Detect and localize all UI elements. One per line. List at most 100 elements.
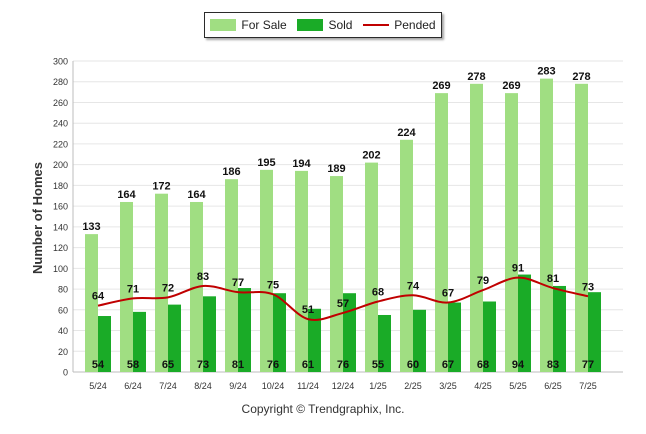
sold-data-label: 67 <box>442 359 454 371</box>
y-tick-label: 20 <box>58 347 68 357</box>
sold-data-label: 58 <box>127 359 139 371</box>
for-sale-data-label: 194 <box>292 158 311 170</box>
y-tick-label: 180 <box>53 181 68 191</box>
y-tick-label: 200 <box>53 160 68 170</box>
pended-data-label: 64 <box>92 291 105 303</box>
sold-bar <box>238 288 251 372</box>
sold-bar <box>588 292 601 372</box>
sold-bar <box>98 316 111 372</box>
for-sale-bar <box>225 179 238 372</box>
pended-data-label: 83 <box>197 271 209 283</box>
pended-data-label: 57 <box>337 298 349 310</box>
pended-data-label: 79 <box>477 275 489 287</box>
sold-data-label: 54 <box>92 359 105 371</box>
y-axis-ticks: 0 20 40 60 80 100 120 140 160 180 200 220 240 260 280 3… <box>53 57 68 378</box>
for-sale-data-label: 164 <box>187 189 206 201</box>
for-sale-bar <box>505 93 518 373</box>
y-tick-label: 40 <box>58 326 68 336</box>
for-sale-data-label: 133 <box>82 221 100 233</box>
for-sale-bar <box>295 170 308 372</box>
y-tick-label: 280 <box>53 77 68 87</box>
y-tick-label: 220 <box>53 139 68 149</box>
sold-bar <box>448 302 461 372</box>
pended-data-label: 81 <box>547 273 559 285</box>
pended-series-line <box>97 276 589 321</box>
sold-data-label: 73 <box>197 359 209 371</box>
pended-data-label: 75 <box>267 279 279 291</box>
y-tick-label: 240 <box>53 119 68 129</box>
sold-bar <box>378 314 391 372</box>
y-tick-label: 120 <box>53 243 68 253</box>
for-sale-bar <box>575 83 588 372</box>
sold-bar <box>553 285 566 372</box>
legend-item-pended[interactable]: Pended <box>363 18 436 32</box>
sold-bar <box>168 304 181 372</box>
for-sale-data-label: 278 <box>572 71 590 83</box>
y-tick-label: 80 <box>58 285 68 295</box>
for-sale-data-label: 269 <box>502 80 520 92</box>
pended-data-label: 51 <box>302 304 314 316</box>
for-sale-data-label: 202 <box>362 150 380 162</box>
for-sale-data-label: 224 <box>397 127 416 139</box>
sold-data-label: 68 <box>477 359 489 371</box>
pended-data-label: 67 <box>442 288 454 300</box>
bars <box>85 78 601 373</box>
legend-label-for-sale: For Sale <box>241 18 287 32</box>
sold-bar <box>273 293 286 372</box>
pended-data-label: 68 <box>372 287 384 299</box>
x-tick-label: 7/24 <box>159 381 177 391</box>
pended-data-label: 91 <box>512 263 524 275</box>
x-tick-label: 6/25 <box>544 381 562 391</box>
for-sale-bar <box>400 139 413 372</box>
x-tick-label: 3/25 <box>439 381 457 391</box>
legend-item-sold[interactable]: Sold <box>297 18 352 32</box>
y-tick-label: 260 <box>53 98 68 108</box>
legend: For Sale Sold Pended <box>204 12 442 38</box>
for-sale-data-label: 164 <box>117 189 136 201</box>
x-tick-label: 5/24 <box>89 381 107 391</box>
for-sale-bar <box>540 78 553 372</box>
pended-data-label: 77 <box>232 277 244 289</box>
pended-data-label: 73 <box>582 281 594 293</box>
y-tick-label: 300 <box>53 57 68 67</box>
x-tick-label: 11/24 <box>297 381 319 391</box>
sold-data-label: 77 <box>582 359 594 371</box>
for-sale-bar <box>155 193 168 372</box>
for-sale-bar <box>365 162 378 372</box>
sold-bar <box>483 301 496 372</box>
sold-bar <box>133 311 146 372</box>
y-tick-label: 140 <box>53 222 68 232</box>
for-sale-bar <box>330 176 343 372</box>
pended-data-label: 71 <box>127 283 139 295</box>
x-tick-label: 4/25 <box>474 381 492 391</box>
y-tick-label: 60 <box>58 305 68 315</box>
sold-bar <box>413 309 426 372</box>
for-sale-data-label: 186 <box>222 166 240 178</box>
x-tick-label: 1/25 <box>369 381 387 391</box>
for-sale-swatch <box>210 19 237 31</box>
sold-data-label: 55 <box>372 359 384 371</box>
x-tick-label: 10/24 <box>262 381 285 391</box>
for-sale-bar <box>85 234 98 372</box>
legend-item-for-sale[interactable]: For Sale <box>210 18 287 32</box>
sold-data-label: 76 <box>337 359 349 371</box>
for-sale-data-label: 172 <box>152 181 170 193</box>
sold-swatch <box>297 19 324 31</box>
for-sale-data-label: 283 <box>537 66 555 78</box>
sold-data-label: 60 <box>407 359 419 371</box>
for-sale-data-label: 189 <box>327 163 345 175</box>
for-sale-bar <box>260 169 273 372</box>
data-labels: 133 54 164 58 172 65 164 73 186 81 195 76 194 61 189 76… <box>82 66 594 371</box>
sold-data-label: 76 <box>267 359 279 371</box>
legend-label-sold: Sold <box>328 18 353 32</box>
for-sale-data-label: 278 <box>467 71 485 83</box>
sold-data-label: 94 <box>512 359 525 371</box>
sold-bar <box>518 274 531 372</box>
x-tick-label: 9/24 <box>229 381 247 391</box>
for-sale-bar <box>470 83 483 372</box>
for-sale-data-label: 269 <box>432 80 450 92</box>
y-tick-label: 0 <box>63 368 68 378</box>
y-tick-label: 160 <box>53 202 68 212</box>
sold-bar <box>308 308 321 372</box>
